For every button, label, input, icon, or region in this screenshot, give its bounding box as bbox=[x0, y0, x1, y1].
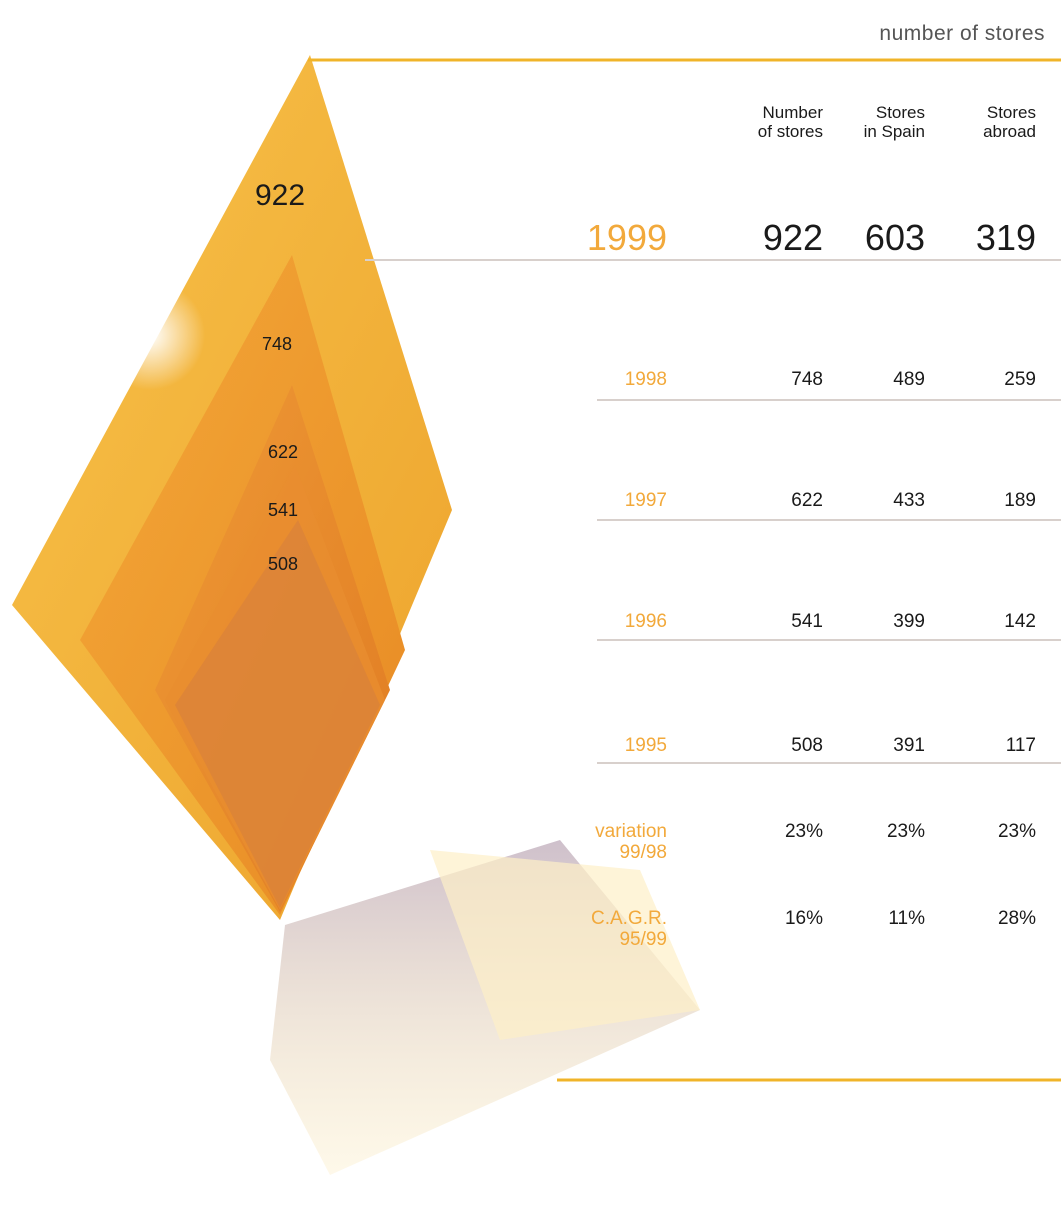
column-header-line: abroad bbox=[983, 122, 1036, 141]
column-header: Stores in Spain bbox=[864, 103, 925, 141]
table-cell: 922 bbox=[763, 217, 823, 258]
column-header: Stores abroad bbox=[983, 103, 1036, 141]
table-cell: 748 bbox=[791, 369, 823, 390]
row-label: variation 99/98 bbox=[595, 821, 667, 863]
diamond-label: 508 bbox=[268, 554, 298, 574]
table-cell: 259 bbox=[1004, 369, 1036, 390]
row-label-line: 1996 bbox=[625, 611, 667, 632]
table-cell: 541 bbox=[791, 611, 823, 632]
diamond-508 bbox=[175, 520, 380, 908]
row-label-line: variation bbox=[595, 821, 667, 842]
diamond-label: 748 bbox=[262, 334, 292, 354]
row-label-line: 1998 bbox=[625, 369, 667, 390]
table-cell: 117 bbox=[1006, 735, 1036, 756]
table-cell: 23% bbox=[998, 821, 1036, 842]
row-label-line: 1999 bbox=[587, 217, 667, 258]
table-cell: 23% bbox=[785, 821, 823, 842]
table-cell: 622 bbox=[791, 490, 823, 511]
row-label-line: 1995 bbox=[625, 735, 667, 756]
table-cell: 603 bbox=[865, 217, 925, 258]
row-label: 1999 bbox=[587, 217, 667, 258]
reflection-light bbox=[430, 850, 700, 1040]
glow bbox=[95, 280, 205, 390]
diamond-labels: 922 748 622 541 508 bbox=[255, 179, 305, 574]
row-label: 1997 bbox=[625, 490, 667, 511]
diamond-label: 922 bbox=[255, 179, 305, 212]
diamond-label: 622 bbox=[268, 442, 298, 462]
column-header: Number of stores bbox=[758, 103, 824, 141]
row-label: C.A.G.R. 95/99 bbox=[591, 908, 667, 950]
table-cell: 142 bbox=[1004, 611, 1036, 632]
table-cell: 28% bbox=[998, 908, 1036, 929]
column-header-line: of stores bbox=[758, 122, 823, 141]
table-cell: 399 bbox=[893, 611, 925, 632]
row-label-line: C.A.G.R. bbox=[591, 908, 667, 929]
column-header-line: Number bbox=[763, 103, 824, 122]
table-cell: 391 bbox=[893, 735, 925, 756]
diamond-label: 541 bbox=[268, 500, 298, 520]
table-cell: 16% bbox=[785, 908, 823, 929]
row-label: 1995 bbox=[625, 735, 667, 756]
column-header-line: Stores bbox=[987, 103, 1036, 122]
row-label: 1996 bbox=[625, 611, 667, 632]
table-cell: 11% bbox=[888, 908, 925, 929]
diamond-graphic bbox=[12, 55, 700, 1175]
table-cell: 23% bbox=[887, 821, 925, 842]
table-cell: 489 bbox=[893, 369, 925, 390]
row-label: 1998 bbox=[625, 369, 667, 390]
column-header-line: in Spain bbox=[864, 122, 925, 141]
row-label-line: 1997 bbox=[625, 490, 667, 511]
column-header-line: Stores bbox=[876, 103, 925, 122]
table-cell: 319 bbox=[976, 217, 1036, 258]
table-cell: 189 bbox=[1004, 490, 1036, 511]
table-cell: 508 bbox=[791, 735, 823, 756]
table-cell: 433 bbox=[893, 490, 925, 511]
row-label-line: 99/98 bbox=[619, 842, 667, 863]
section-title: number of stores bbox=[879, 22, 1045, 45]
row-label-line: 95/99 bbox=[619, 929, 667, 950]
